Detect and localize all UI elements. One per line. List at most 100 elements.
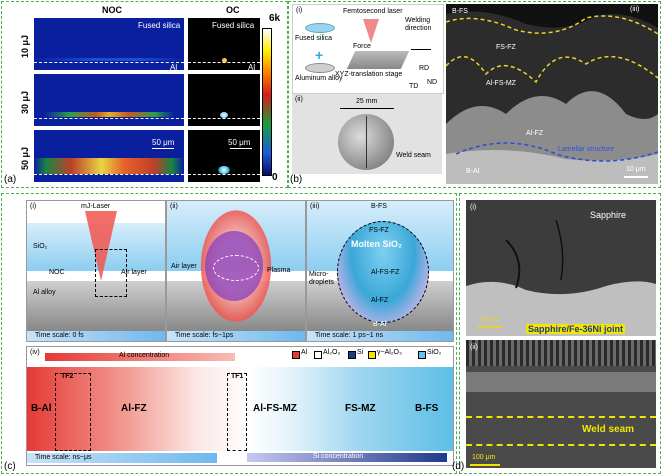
timescale-2: Time scale: fs~1ps	[167, 331, 305, 341]
bfs-c-label: B-FS	[371, 203, 387, 210]
force-label: Force	[353, 43, 371, 50]
panel-b-i-schematic: (i) Femtosecond laser Welding direction …	[292, 4, 444, 94]
oc-scale-label: 50 μm	[228, 138, 251, 147]
molten-label: Molten SiO₂	[351, 239, 402, 249]
legend: Al Al₂O₃ Si γ−Al₂O₃ SiO₂	[292, 349, 452, 359]
weld-seam-label: Weld seam	[396, 152, 431, 159]
d-i-label: (i)	[470, 204, 477, 211]
noc-image-30	[34, 74, 184, 126]
d-weld-seam-label: Weld seam	[582, 424, 635, 435]
panel-d-label: (d)	[452, 461, 465, 472]
col-oc-header: OC	[226, 5, 240, 15]
alfz-label: Al-FZ	[526, 130, 544, 137]
td-label: TD	[409, 83, 419, 90]
legend-swatch-3	[368, 351, 376, 359]
al-conc-arrow	[45, 353, 235, 361]
scale2-label: 100 μm	[472, 454, 496, 461]
c-ii-label: (ii)	[170, 203, 178, 210]
si-conc-label: Si concentration	[313, 453, 364, 460]
legend-label-4: SiO₂	[427, 349, 442, 356]
oc-al-label: Al	[248, 63, 256, 72]
oc-image-30	[188, 74, 260, 126]
scale1-label: 20 μm	[480, 316, 500, 323]
tf2-label: TF2	[61, 373, 74, 380]
panel-c-frame	[1, 193, 457, 474]
alfz-iv-label: Al-FZ	[121, 403, 147, 414]
scale-mm-label: 25 mm	[356, 98, 378, 105]
oc-image-10: Fused silica Al	[188, 18, 260, 72]
c-i-label: (i)	[30, 203, 37, 210]
scale-um-label: 10 μm	[626, 166, 646, 173]
legend-label-3: γ−Al₂O₃	[377, 349, 402, 356]
si-conc-arrow	[247, 453, 447, 462]
panel-c-iv: (iv) Al concentration TF2 TF1 B-Al Al-FZ…	[26, 346, 454, 466]
fused-silica-label: Fused silica	[138, 21, 181, 30]
panel-c-label: (c)	[4, 461, 16, 472]
panel-d-i-sem: (i) Sapphire 20 μm Sapphire/Fe-36Ni join…	[466, 200, 656, 336]
alfsfz-label: Al-FS-FZ	[371, 269, 400, 276]
oc-image-50: 50 μm	[188, 130, 260, 182]
fsfz-c-label: FS-FZ	[369, 227, 389, 234]
legend-swatch-2	[348, 351, 356, 359]
bfs-iv-label: B-FS	[415, 403, 439, 414]
panel-d-ii-sem: (ii) Weld seam 100 μm	[466, 340, 656, 468]
row-label-50: 50 μJ	[20, 146, 30, 170]
c-ii-air-layer-label: Air layer	[171, 263, 197, 270]
al-alloy-label: Al alloy	[33, 289, 56, 296]
panel-a-label: (a)	[4, 174, 17, 185]
bal-iv-label: B-Al	[31, 403, 52, 414]
colorbar	[262, 28, 272, 176]
fused-silica-b-label: Fused silica	[295, 35, 332, 42]
aluminum-alloy-label: Aluminum alloy	[295, 75, 343, 82]
legend-label-1: Al₂O₃	[323, 349, 341, 356]
bal-c-label: B-Al	[373, 321, 387, 328]
legend-label-0: Al	[301, 349, 308, 356]
plus-icon: +	[315, 47, 324, 63]
legend-swatch-4	[418, 351, 426, 359]
b-ii-label: (ii)	[295, 96, 303, 103]
air-layer-label: Air layer	[121, 269, 147, 276]
rd-label: RD	[419, 65, 430, 72]
panel-b-label: (b)	[290, 174, 303, 185]
d-ii-label: (ii)	[470, 344, 478, 351]
row-label-10: 10 μJ	[20, 34, 30, 58]
panel-c-ii: (ii) Air layer Plasma Time scale: fs~1ps	[166, 200, 306, 342]
legend-label-2: Si	[357, 349, 364, 356]
timescale-3: Time scale: 1 ps~1 ns	[307, 331, 453, 341]
legend-swatch-0	[292, 351, 300, 359]
bfs-label: B-FS	[452, 8, 468, 15]
joint-label: Sapphire/Fe-36Ni joint	[526, 324, 626, 334]
panel-c-iii: (iii) B-FS FS-FZ Molten SiO₂ Micro-dropl…	[306, 200, 454, 342]
mj-laser-label: mJ-Laser	[81, 203, 111, 210]
col-noc-header: NOC	[102, 5, 122, 15]
sio2-label: SiO₂	[33, 243, 48, 250]
b-i-label: (i)	[296, 7, 303, 14]
nd-label: ND	[427, 79, 438, 86]
tf1-label: TF1	[231, 373, 244, 380]
b-iii-label: (iii)	[630, 6, 640, 13]
noc-image-10: Fused silica Al	[34, 18, 184, 72]
sapphire-label: Sapphire	[590, 210, 627, 220]
timescale-1: Time scale: 0 fs	[27, 331, 165, 341]
colorbar-bottom-label: 0	[272, 172, 278, 183]
fsmz-iv-label: FS-MZ	[345, 403, 376, 414]
colorbar-top-label: 6k	[269, 13, 281, 24]
noc-scale-label: 50 μm	[152, 138, 175, 147]
alfz-c-label: Al-FZ	[371, 297, 389, 304]
timescale-4: Time scale: ns~μs	[27, 453, 217, 463]
panel-d-frame	[459, 193, 661, 474]
fsfz-label: FS-FZ	[496, 44, 516, 51]
panel-b-iii-sem: (iii) B-FS FS-FZ Al-FS-MZ Al-FZ Lamellar…	[446, 4, 658, 184]
bal-label: B-Al	[466, 168, 480, 175]
oc-fused-silica-label: Fused silica	[212, 21, 255, 30]
femtosecond-laser-label: Femtosecond laser	[343, 8, 403, 15]
panel-b-ii-photo: (ii) 25 mm Weld seam	[292, 94, 442, 174]
panel-b-frame	[288, 1, 661, 188]
noc-image-50: 50 μm	[34, 130, 184, 182]
stage-label: XYZ-translation stage	[335, 71, 403, 78]
micro-label: Micro-droplets	[309, 271, 334, 286]
welding-direction-label: Welding direction	[405, 17, 432, 32]
alfsmz-label: Al-FS-MZ	[486, 80, 516, 87]
c-iii-label: (iii)	[310, 203, 320, 210]
plasma-label: Plasma	[267, 267, 291, 274]
